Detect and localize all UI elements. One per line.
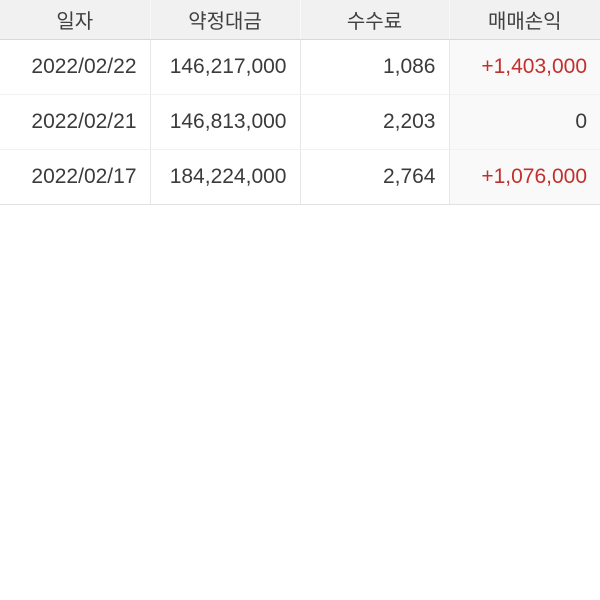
trade-history-table: 일자 약정대금 수수료 매매손익 2022/02/22 146,217,000 …	[0, 0, 600, 205]
table-row[interactable]: 2022/02/17 184,224,000 2,764 +1,076,000	[0, 149, 600, 205]
cell-pnl: +1,403,000	[449, 39, 600, 95]
header-cell-fee: 수수료	[300, 0, 450, 40]
cell-fee: 1,086	[300, 39, 450, 95]
cell-fee: 2,764	[300, 149, 450, 205]
cell-pnl: 0	[449, 94, 600, 150]
table-row[interactable]: 2022/02/22 146,217,000 1,086 +1,403,000	[0, 39, 600, 95]
cell-amount: 184,224,000	[150, 149, 301, 205]
header-cell-amount: 약정대금	[150, 0, 301, 40]
cell-amount: 146,813,000	[150, 94, 301, 150]
table-header-row: 일자 약정대금 수수료 매매손익	[0, 0, 600, 40]
table-row[interactable]: 2022/02/21 146,813,000 2,203 0	[0, 94, 600, 150]
cell-amount: 146,217,000	[150, 39, 301, 95]
cell-fee: 2,203	[300, 94, 450, 150]
cell-date: 2022/02/17	[0, 149, 151, 205]
header-cell-pnl: 매매손익	[449, 0, 600, 40]
cell-date: 2022/02/21	[0, 94, 151, 150]
header-cell-date: 일자	[0, 0, 151, 40]
cell-pnl: +1,076,000	[449, 149, 600, 205]
cell-date: 2022/02/22	[0, 39, 151, 95]
